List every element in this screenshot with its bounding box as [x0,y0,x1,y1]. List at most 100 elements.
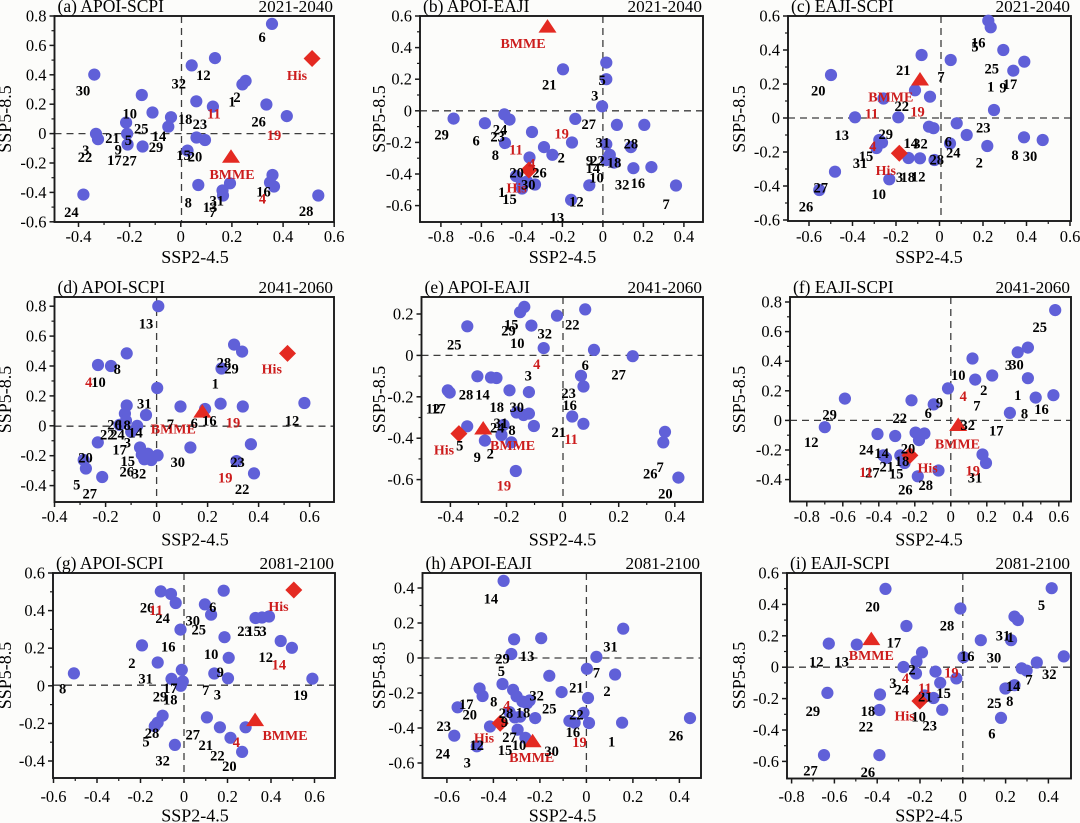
svg-text:28: 28 [459,388,474,404]
svg-text:15: 15 [859,149,874,165]
svg-text:14: 14 [874,446,889,462]
svg-text:2: 2 [976,156,983,172]
svg-text:32: 32 [171,76,186,92]
svg-text:6: 6 [582,358,589,374]
svg-text:20: 20 [463,708,478,724]
svg-text:27: 27 [502,730,517,746]
svg-text:0.2: 0.2 [394,614,415,633]
svg-text:28: 28 [929,152,944,168]
svg-text:3: 3 [525,369,532,385]
svg-text:0: 0 [558,507,566,526]
svg-text:-0.8: -0.8 [779,787,805,806]
svg-text:3: 3 [896,170,903,186]
svg-text:SSP2-4.5: SSP2-4.5 [895,806,963,823]
svg-text:11: 11 [918,681,932,697]
svg-text:26: 26 [799,200,814,216]
svg-text:32: 32 [1042,667,1057,683]
svg-text:-0.2: -0.2 [527,787,553,806]
svg-text:18: 18 [900,170,915,186]
svg-text:4: 4 [503,699,510,715]
svg-text:18: 18 [607,156,622,172]
svg-text:-0.4: -0.4 [20,183,46,202]
svg-text:0.6: 0.6 [1048,507,1069,526]
svg-text:7: 7 [202,683,209,699]
svg-text:31: 31 [493,416,508,432]
svg-text:31: 31 [138,672,153,688]
svg-text:27: 27 [813,180,828,196]
svg-text:12: 12 [911,170,926,186]
svg-text:10: 10 [589,171,604,187]
svg-text:-0.2: -0.2 [907,787,933,806]
svg-text:8: 8 [490,695,497,711]
svg-text:20: 20 [78,451,93,467]
svg-text:1: 1 [1007,630,1014,646]
svg-text:-0.2: -0.2 [493,507,519,526]
svg-text:21: 21 [896,63,911,79]
svg-text:-0.2: -0.2 [756,441,782,460]
svg-text:13: 13 [520,649,535,665]
svg-text:7: 7 [167,417,174,433]
svg-text:0.6: 0.6 [304,787,325,806]
svg-text:14: 14 [903,136,918,152]
svg-text:17: 17 [887,635,902,651]
svg-text:28: 28 [624,137,639,153]
svg-text:-0.4: -0.4 [509,227,535,246]
svg-text:25: 25 [987,696,1002,712]
svg-text:-0.4: -0.4 [839,227,865,246]
svg-text:31: 31 [596,136,611,152]
svg-text:16: 16 [631,176,646,192]
svg-text:-0.6: -0.6 [20,212,46,231]
svg-text:14: 14 [128,426,143,442]
svg-text:BMME: BMME [490,439,535,454]
svg-text:0.2: 0.2 [758,626,779,645]
svg-text:SSP2-4.5: SSP2-4.5 [529,806,597,823]
svg-text:0: 0 [599,227,607,246]
svg-text:21: 21 [105,131,120,147]
svg-text:-0.6: -0.6 [434,787,460,806]
svg-text:25: 25 [984,61,999,77]
svg-text:3: 3 [259,624,266,640]
svg-text:7: 7 [662,197,669,213]
svg-text:-0.4: -0.4 [41,507,67,526]
svg-text:0.6: 0.6 [26,36,47,55]
svg-text:9: 9 [217,665,224,681]
svg-text:18: 18 [895,454,910,470]
svg-text:0.4: 0.4 [1016,227,1037,246]
svg-text:0.2: 0.2 [391,70,412,89]
svg-text:29: 29 [878,127,893,143]
svg-text:5: 5 [142,734,149,750]
svg-text:-0.4: -0.4 [756,470,782,489]
svg-text:30: 30 [170,455,185,471]
svg-text:16: 16 [566,725,581,741]
svg-text:24: 24 [490,421,505,437]
svg-text:SSP5-8.5: SSP5-8.5 [729,85,749,153]
svg-text:2: 2 [128,656,135,672]
svg-text:14: 14 [586,161,601,177]
svg-text:13: 13 [203,200,218,216]
svg-text:SSP5-8.5: SSP5-8.5 [0,642,15,710]
svg-text:8: 8 [492,148,499,164]
svg-text:22: 22 [892,411,907,427]
svg-text:-0.4: -0.4 [20,476,46,495]
svg-text:-0.6: -0.6 [753,752,779,771]
svg-text:0.4: 0.4 [24,601,45,620]
svg-text:4: 4 [85,375,92,391]
svg-text:15: 15 [176,148,191,164]
svg-text:24: 24 [946,146,961,162]
svg-text:-0.2: -0.2 [883,227,909,246]
svg-text:0.2: 0.2 [976,507,997,526]
svg-text:0.2: 0.2 [26,386,47,405]
svg-text:BMME: BMME [209,168,254,183]
svg-text:2081-2100: 2081-2100 [260,554,334,573]
svg-text:19: 19 [497,479,512,495]
svg-text:21: 21 [879,460,894,476]
svg-text:11: 11 [149,603,163,619]
svg-text:16: 16 [256,184,271,200]
svg-text:11: 11 [509,143,523,159]
svg-text:11: 11 [564,432,578,448]
svg-text:-0.6: -0.6 [468,227,494,246]
svg-text:-0.6: -0.6 [388,754,414,773]
svg-text:32: 32 [615,178,630,194]
svg-text:17: 17 [1003,77,1018,93]
svg-text:14: 14 [272,658,287,674]
